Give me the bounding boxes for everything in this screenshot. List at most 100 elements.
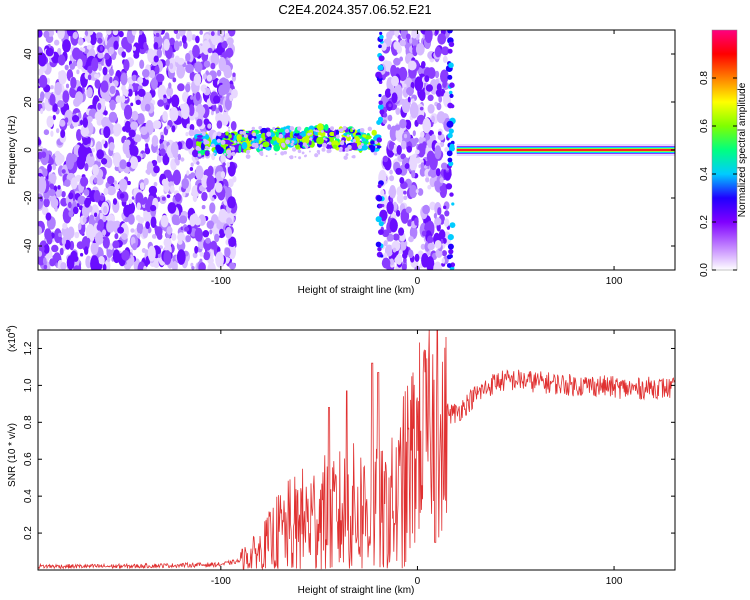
noise-speck: [181, 35, 187, 44]
noise-speck: [444, 147, 449, 153]
noise-speck: [185, 138, 194, 150]
noise-speck: [211, 197, 215, 202]
noise-speck: [206, 220, 215, 229]
boundary-streak: [446, 120, 454, 128]
noise-speck: [195, 91, 201, 101]
noise-speck: [224, 97, 232, 111]
noise-speck: [95, 177, 104, 186]
noise-speck: [129, 145, 139, 158]
noise-speck: [173, 30, 179, 35]
noise-speck: [440, 162, 448, 170]
boundary-streak: [378, 44, 382, 49]
noise-speck: [185, 235, 191, 243]
noise-speck: [411, 170, 416, 179]
noise-speck: [420, 243, 426, 250]
noise-speck: [106, 185, 116, 196]
noise-speck: [165, 104, 170, 110]
noise-speck: [86, 115, 93, 123]
noise-speck: [168, 82, 172, 89]
noise-speck: [101, 158, 108, 165]
y-scale-label: (x10: [7, 332, 18, 352]
noise-speck: [314, 153, 319, 158]
noise-speck: [108, 46, 115, 55]
noise-speck: [151, 234, 157, 239]
noise-speck: [294, 155, 297, 158]
noise-speck: [194, 61, 203, 73]
noise-speck: [190, 162, 194, 167]
noise-speck: [280, 151, 285, 156]
noise-speck: [109, 85, 116, 95]
noise-speck: [229, 94, 234, 102]
noise-speck: [412, 130, 416, 137]
noise-speck: [297, 149, 302, 154]
noise-speck: [392, 247, 397, 253]
noise-speck: [366, 144, 369, 147]
noise-speck: [119, 193, 125, 199]
noise-speck: [70, 177, 78, 190]
noise-speck: [80, 125, 89, 137]
noise-speck: [403, 195, 408, 201]
noise-speck: [184, 226, 190, 232]
noise-speck: [163, 38, 170, 51]
noise-speck: [113, 123, 122, 135]
noise-speck: [99, 45, 103, 52]
noise-speck: [413, 262, 417, 268]
noise-speck: [424, 75, 430, 83]
noise-speck: [309, 132, 312, 135]
noise-speck: [285, 139, 290, 145]
noise-speck: [226, 217, 233, 225]
noise-speck: [228, 243, 237, 260]
noise-speck: [74, 231, 80, 239]
line-speck: [332, 144, 338, 149]
boundary-streak: [448, 128, 454, 134]
noise-speck: [128, 129, 136, 138]
noise-speck: [153, 165, 160, 174]
noise-speck: [48, 157, 54, 166]
noise-speck: [102, 66, 108, 76]
noise-speck: [150, 204, 157, 212]
noise-speck: [436, 83, 442, 92]
noise-speck: [69, 63, 76, 70]
boundary-streak: [377, 183, 382, 189]
noise-speck: [100, 80, 109, 93]
noise-speck: [419, 106, 424, 111]
noise-speck: [209, 229, 213, 235]
noise-speck: [407, 60, 417, 71]
noise-speck: [171, 261, 178, 270]
noise-speck: [47, 163, 52, 173]
boundary-streak: [446, 263, 452, 268]
top-y-tick-label: 40: [23, 48, 34, 60]
noise-speck: [298, 156, 302, 160]
noise-speck: [368, 127, 371, 131]
noise-speck: [163, 237, 172, 248]
noise-speck: [102, 215, 107, 222]
noise-speck: [358, 145, 362, 149]
noise-speck: [427, 235, 434, 244]
noise-speck: [289, 155, 294, 160]
noise-speck: [227, 196, 236, 209]
noise-speck: [390, 64, 397, 78]
noise-speck: [179, 215, 188, 224]
noise-speck: [222, 162, 226, 167]
noise-speck: [99, 195, 105, 202]
noise-speck: [113, 40, 119, 50]
noise-speck: [406, 145, 412, 153]
line-speck: [325, 143, 333, 150]
noise-speck: [225, 47, 234, 58]
noise-speck: [177, 232, 186, 242]
noise-speck: [61, 169, 66, 174]
noise-speck: [47, 250, 53, 259]
noise-speck: [439, 177, 444, 184]
noise-speck: [174, 193, 182, 202]
noise-speck: [228, 126, 230, 129]
line-speck: [200, 142, 205, 151]
noise-speck: [49, 93, 56, 106]
noise-speck: [38, 30, 43, 38]
noise-speck: [130, 102, 134, 107]
noise-speck: [398, 227, 405, 236]
noise-speck: [411, 30, 418, 39]
noise-speck: [86, 44, 92, 50]
noise-speck: [57, 30, 65, 40]
noise-speck: [145, 143, 149, 148]
noise-speck: [230, 146, 236, 151]
